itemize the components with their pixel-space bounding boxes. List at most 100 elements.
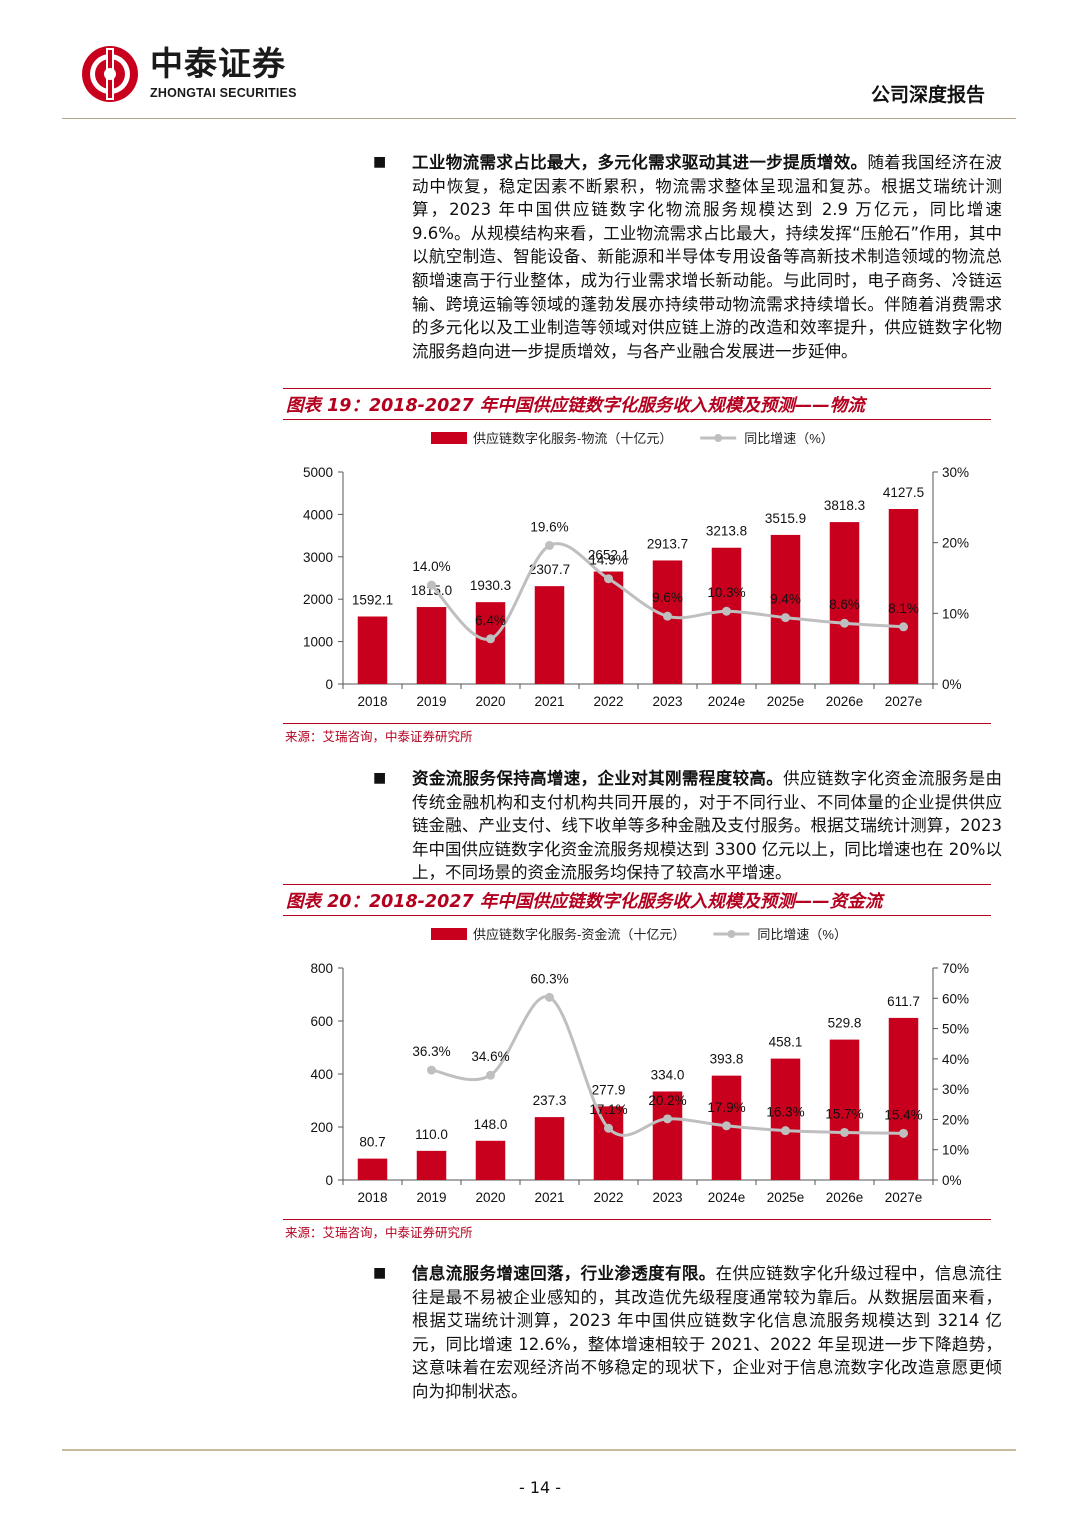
- paragraph-capital-flow-body: 供应链数字化资金流服务是由传统金融机构和支付机构共同开展的，对于不同行业、不同体…: [412, 769, 1003, 883]
- chart19-legend-line-marker: [714, 434, 723, 442]
- chart20-x-tick-label: 2027e: [885, 1190, 923, 1205]
- chart19-x-tick-label: 2026e: [826, 694, 864, 709]
- chart19-growth-label: 8.6%: [829, 597, 860, 612]
- chart19-y-tick-label: 0: [325, 677, 333, 692]
- chart19-source-divider: [283, 723, 991, 724]
- chart19-bar-label: 1815.0: [411, 583, 452, 598]
- chart20-x-tick-label: 2024e: [708, 1190, 746, 1205]
- chart20-x-tick-label: 2019: [416, 1190, 446, 1205]
- chart19-x-tick-label: 2024e: [708, 694, 746, 709]
- paragraph-capital-flow-heading: 资金流服务保持高增速，企业对其刚需程度较高。: [412, 769, 784, 788]
- chart20-x-tick-label: 2022: [593, 1190, 623, 1205]
- chart19-growth-label: 9.4%: [770, 592, 801, 607]
- chart20-bar: [475, 1140, 506, 1180]
- chart20-bar-label: 237.3: [533, 1093, 567, 1108]
- chart19-source: 来源：艾瑞咨询，中泰证券研究所: [285, 729, 473, 744]
- footer-divider: [62, 1449, 1016, 1451]
- chart20-bar: [416, 1150, 447, 1180]
- chart19-x-tick-label: 2025e: [767, 694, 805, 709]
- chart19-bar: [711, 547, 742, 684]
- chart19-growth-label: 10.3%: [707, 585, 745, 600]
- chart20-title: 图表 20：2018-2027 年中国供应链数字化服务收入规模及预测——资金流: [286, 892, 883, 912]
- chart20-bar-label: 148.0: [474, 1117, 508, 1132]
- chart20-x-tick-label: 2021: [534, 1190, 564, 1205]
- chart20-bar: [593, 1106, 624, 1180]
- chart20-source-divider: [283, 1219, 991, 1220]
- chart19-growth-point: [486, 634, 495, 644]
- chart19-y-tick-label: 2000: [303, 592, 333, 607]
- chart20-y-tick-label: 800: [310, 961, 333, 976]
- chart20-y2-tick-label: 20%: [942, 1112, 969, 1127]
- chart20-bar: [652, 1091, 683, 1180]
- chart20-growth-label: 17.1%: [589, 1102, 627, 1117]
- paragraph-information-flow-body: 在供应链数字化升级过程中，信息流往往是最不易被企业感知的，其改造优先级程度通常较…: [412, 1264, 1003, 1401]
- page-number: - 14 -: [518, 1478, 562, 1497]
- chart20-growth-point: [663, 1114, 672, 1124]
- chart20-y2-tick-label: 0%: [942, 1173, 962, 1188]
- chart19-growth-label: 9.6%: [652, 590, 683, 605]
- chart20-y-tick-label: 200: [310, 1120, 333, 1135]
- chart20-growth-label: 36.3%: [412, 1044, 450, 1059]
- chart19-bar: [357, 616, 388, 684]
- chart19-bar-label: 3213.8: [706, 524, 747, 539]
- chart20-y2-tick-label: 30%: [942, 1082, 969, 1097]
- chart19-x-tick-label: 2021: [534, 694, 564, 709]
- chart19-bar-label: 1592.1: [352, 592, 393, 607]
- bullet-icon: ■: [373, 1265, 387, 1281]
- chart20-y-tick-label: 600: [310, 1014, 333, 1029]
- chart20-legend-line-marker: [727, 930, 736, 938]
- chart19-bar-label: 1930.3: [470, 578, 511, 593]
- chart19-bar-label: 2913.7: [647, 536, 688, 551]
- chart19-legend-bar-swatch: [431, 432, 467, 444]
- chart20-title-bar: 图表 20：2018-2027 年中国供应链数字化服务收入规模及预测——资金流: [283, 884, 991, 916]
- chart19-title-bar: 图表 19：2018-2027 年中国供应链数字化服务收入规模及预测——物流: [283, 388, 991, 420]
- chart19-legend-bar-label: 供应链数字化服务-物流（十亿元）: [473, 431, 672, 446]
- chart20-growth-label: 15.4%: [884, 1107, 922, 1122]
- chart20-y-tick-label: 0: [325, 1173, 333, 1188]
- paragraph-logistics-body: 随着我国经济在波动中恢复，稳定因素不断累积，物流需求整体呈现温和复苏。根据艾瑞统…: [412, 153, 1003, 361]
- paragraph-capital-flow: 资金流服务保持高增速，企业对其刚需程度较高。供应链数字化资金流服务是由传统金融机…: [412, 767, 1002, 885]
- chart20-y2-tick-label: 50%: [942, 1022, 969, 1037]
- chart19-bar: [652, 560, 683, 684]
- paragraph-logistics-heading: 工业物流需求占比最大，多元化需求驱动其进一步提质增效。: [412, 153, 868, 172]
- header-divider: [62, 118, 1016, 119]
- chart20-growth-line: [431, 995, 904, 1137]
- chart20-growth-point: [899, 1128, 908, 1138]
- chart20-legend-bar-swatch: [431, 928, 467, 940]
- chart20-x-tick-label: 2018: [357, 1190, 387, 1205]
- chart20-bar-label: 277.9: [592, 1082, 626, 1097]
- chart20-bar-label: 529.8: [828, 1016, 862, 1031]
- chart20-legend-bar-label: 供应链数字化服务-资金流（十亿元）: [473, 927, 685, 942]
- chart19-growth-point: [840, 618, 849, 628]
- chart20-x-tick-label: 2023: [652, 1190, 682, 1205]
- chart19-y-tick-label: 5000: [303, 465, 333, 480]
- chart20-growth-label: 16.3%: [766, 1105, 804, 1120]
- chart20-y2-tick-label: 40%: [942, 1052, 969, 1067]
- chart19-y-tick-label: 1000: [303, 635, 333, 650]
- chart19-x-tick-label: 2022: [593, 694, 623, 709]
- chart19-growth-point: [604, 574, 613, 584]
- chart19-growth-label: 8.1%: [888, 601, 919, 616]
- bullet-icon: ■: [373, 770, 387, 786]
- chart20-growth-point: [722, 1121, 731, 1131]
- chart19-y-tick-label: 4000: [303, 507, 333, 522]
- chart20-growth-point: [604, 1123, 613, 1133]
- chart19-title: 图表 19：2018-2027 年中国供应链数字化服务收入规模及预测——物流: [286, 396, 865, 416]
- chart19-x-tick-label: 2019: [416, 694, 446, 709]
- chart19-bar: [416, 607, 447, 684]
- chart20-x-tick-label: 2026e: [826, 1190, 864, 1205]
- chart20-bar: [888, 1017, 919, 1180]
- chart19-bar-label: 2652.1: [588, 548, 629, 563]
- chart20-growth-label: 15.7%: [825, 1106, 863, 1121]
- bullet-icon: ■: [373, 154, 387, 170]
- chart20-growth-label: 17.9%: [707, 1100, 745, 1115]
- chart19-bar-label: 3818.3: [824, 498, 865, 513]
- chart20-bar: [357, 1158, 388, 1180]
- chart19-growth-label: 19.6%: [530, 519, 568, 534]
- chart20-growth-point: [486, 1070, 495, 1080]
- chart19-growth-point: [427, 580, 436, 590]
- brand-name-cn: 中泰证券: [150, 44, 286, 83]
- chart20-bar-label: 110.0: [415, 1127, 448, 1142]
- chart19-growth-label: 6.4%: [475, 613, 506, 628]
- chart19-bar-label: 4127.5: [883, 485, 924, 500]
